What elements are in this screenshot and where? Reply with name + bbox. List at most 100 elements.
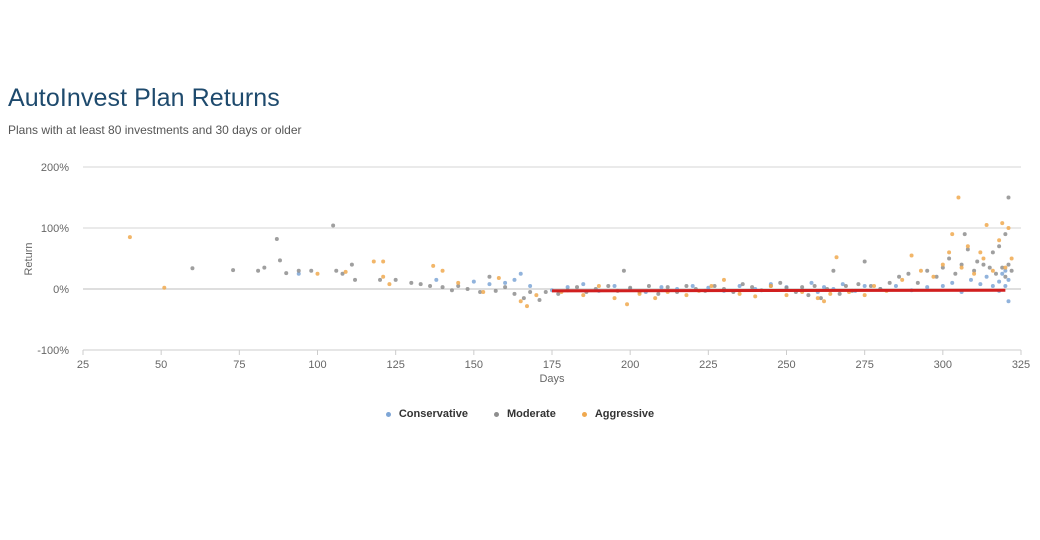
aggressive-point	[1006, 226, 1011, 230]
conservative-point	[487, 282, 492, 287]
moderate-point	[340, 271, 345, 276]
aggressive-point	[534, 293, 539, 298]
moderate-point	[418, 282, 423, 287]
chart-title: AutoInvest Plan Returns	[8, 84, 280, 112]
aggressive-point	[965, 244, 970, 249]
conservative-point	[1003, 268, 1008, 273]
conservative-point	[1003, 283, 1008, 288]
aggressive-point	[637, 291, 642, 296]
aggressive-point	[456, 280, 461, 285]
moderate-point	[353, 277, 358, 282]
moderate-point	[887, 280, 892, 285]
moderate-point	[981, 262, 986, 267]
moderate-point	[843, 283, 848, 288]
moderate-point	[621, 268, 626, 273]
moderate-point	[987, 265, 992, 270]
moderate-point	[925, 268, 930, 273]
conservative-point	[565, 285, 570, 290]
aggressive-point	[496, 276, 501, 281]
aggressive-point	[381, 259, 386, 264]
conservative-point	[940, 283, 945, 288]
aggressive-point	[481, 290, 486, 295]
moderate-point	[1003, 274, 1008, 279]
aggressive-point	[315, 271, 320, 276]
conservative-point	[997, 279, 1002, 284]
moderate-point	[575, 285, 580, 290]
moderate-point	[334, 268, 339, 273]
aggressive-point	[959, 265, 964, 270]
aggressive-point	[431, 263, 436, 268]
aggressive-point	[984, 222, 989, 227]
moderate-point	[818, 296, 823, 301]
moderate-point	[378, 277, 383, 282]
conservative-point	[990, 283, 995, 288]
moderate-point	[284, 271, 289, 276]
moderate-point	[440, 285, 445, 290]
moderate-point	[512, 291, 517, 296]
moderate-point	[1009, 268, 1014, 273]
conservative-point	[822, 285, 827, 290]
conservative-point	[950, 280, 955, 285]
conservative-point	[512, 277, 517, 282]
x-tick-label: 75	[233, 359, 245, 371]
aggressive-point	[625, 302, 630, 307]
moderate-point	[778, 280, 783, 285]
aggressive-point	[612, 296, 617, 301]
aggressive-point	[737, 291, 742, 296]
conservative-point	[925, 285, 930, 290]
aggressive-point	[371, 259, 376, 264]
moderate-point	[965, 247, 970, 252]
moderate-point	[465, 287, 470, 291]
moderate-point	[628, 285, 633, 290]
aggressive-point	[1000, 221, 1005, 226]
aggressive-point	[978, 250, 983, 255]
aggressive-point	[956, 195, 961, 200]
aggressive-point	[947, 250, 952, 255]
moderate-point	[997, 244, 1002, 249]
y-axis: 200% 100% 0% -100%	[37, 162, 69, 357]
aggressive-point	[753, 294, 758, 299]
moderate-point	[528, 290, 533, 295]
aggressive-point	[653, 296, 658, 301]
x-axis: 25 50 75 100 125 150 175 200 225 250 275 300 325	[77, 349, 1030, 371]
moderate-point	[1006, 195, 1011, 200]
moderate-point	[537, 297, 542, 302]
aggressive-point	[981, 256, 986, 261]
x-tick-label: 200	[621, 359, 639, 371]
moderate-point	[934, 274, 939, 279]
moderate-point	[953, 271, 958, 276]
moderate-point	[856, 282, 861, 287]
legend-dot-icon	[581, 411, 587, 417]
conservative-point	[471, 279, 476, 284]
legend-item-conservative[interactable]: Conservative	[385, 408, 468, 420]
conservative-point	[1006, 299, 1011, 304]
moderate-point	[556, 291, 561, 296]
aggressive-point	[822, 299, 827, 304]
aggressive-point	[596, 283, 601, 288]
x-tick-label: 125	[386, 359, 404, 371]
conservative-point	[862, 283, 867, 288]
conservative-point	[1000, 271, 1005, 276]
aggressive-point	[387, 282, 392, 287]
legend-item-moderate[interactable]: Moderate	[493, 408, 556, 420]
moderate-point	[309, 268, 314, 273]
moderate-point	[740, 282, 745, 287]
aggressive-point	[721, 277, 726, 282]
legend-dot-icon	[493, 411, 499, 417]
aggressive-point	[709, 283, 714, 288]
x-tick-label: 50	[155, 359, 167, 371]
conservative-point	[296, 271, 301, 276]
x-tick-label: 275	[855, 359, 873, 371]
aggressive-point	[381, 274, 386, 279]
conservative-point	[893, 283, 898, 288]
legend-item-aggressive[interactable]: Aggressive	[581, 408, 654, 420]
conservative-point	[984, 274, 989, 279]
moderate-point	[478, 290, 483, 295]
chart-subtitle: Plans with at least 80 investments and 3…	[8, 123, 302, 137]
y-tick-label: -100%	[37, 345, 69, 357]
moderate-point	[837, 291, 842, 296]
moderate-point	[393, 277, 398, 282]
conservative-point	[434, 277, 439, 282]
y-tick-label: 200%	[41, 162, 69, 174]
conservative-point	[840, 282, 845, 287]
